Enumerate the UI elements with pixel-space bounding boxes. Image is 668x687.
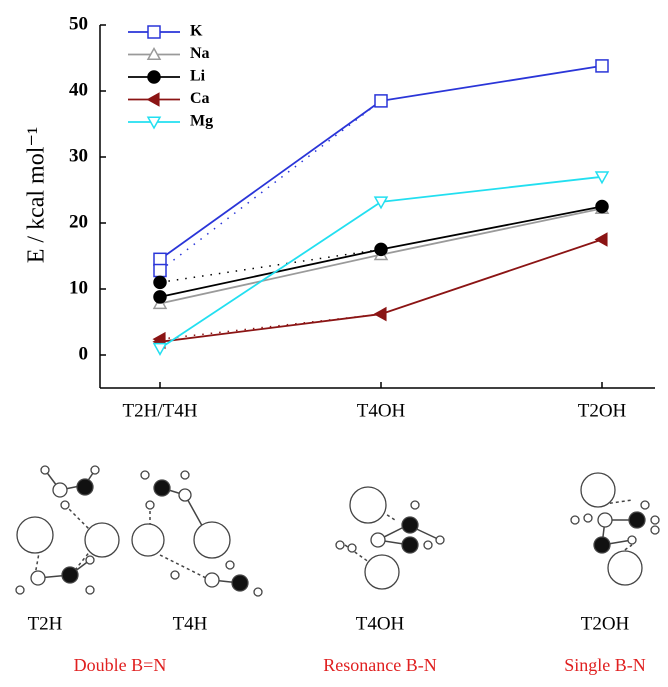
point bbox=[154, 276, 166, 288]
legend-label: Ca bbox=[190, 90, 210, 107]
legend-label: Mg bbox=[190, 113, 213, 130]
molecules bbox=[16, 466, 659, 596]
y-tick-label: 30 bbox=[69, 145, 88, 166]
legend-label: Na bbox=[190, 45, 210, 62]
legend-label: Li bbox=[190, 68, 206, 85]
point bbox=[375, 95, 387, 107]
point bbox=[596, 201, 608, 213]
point bbox=[375, 243, 387, 255]
point bbox=[154, 291, 166, 303]
y-axis-label: E / kcal mol⁻¹ bbox=[24, 127, 50, 264]
bond-type: Resonance B-N bbox=[323, 655, 436, 675]
y-tick-label: 50 bbox=[69, 13, 88, 34]
bond-type: Double B=N bbox=[74, 655, 167, 675]
dotted-link bbox=[160, 249, 381, 282]
y-tick-label: 0 bbox=[79, 343, 89, 364]
legend-marker bbox=[148, 94, 159, 106]
legend-marker bbox=[148, 26, 160, 38]
structure-label: T2OH bbox=[581, 613, 630, 634]
point bbox=[596, 60, 608, 72]
bond-type: Single B-N bbox=[564, 655, 646, 675]
x-tick-label: T4OH bbox=[357, 400, 406, 421]
x-tick-label: T2OH bbox=[578, 400, 627, 421]
point bbox=[375, 197, 387, 208]
point bbox=[596, 234, 607, 246]
x-tick-label: T2H/T4H bbox=[123, 400, 198, 421]
legend-marker bbox=[148, 71, 160, 83]
figure: E / kcal mol⁻¹ T2H T4H T4OH T2OH Double … bbox=[0, 0, 668, 682]
point bbox=[154, 253, 166, 265]
y-tick-label: 10 bbox=[69, 277, 88, 298]
y-tick-label: 40 bbox=[69, 79, 88, 100]
structure-label: T2H bbox=[28, 613, 63, 634]
point bbox=[154, 344, 166, 355]
point bbox=[154, 265, 166, 277]
legend-label: K bbox=[190, 23, 203, 40]
y-tick-label: 20 bbox=[69, 211, 88, 232]
structure-label: T4OH bbox=[356, 613, 405, 634]
point bbox=[375, 308, 386, 320]
structure-label: T4H bbox=[173, 613, 208, 634]
